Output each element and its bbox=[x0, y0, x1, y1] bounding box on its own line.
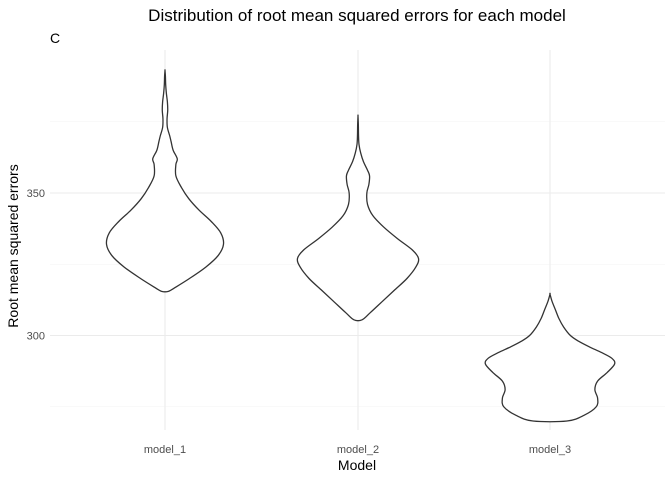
x-axis-title: Model bbox=[338, 457, 376, 473]
y-tick-label-350: 350 bbox=[27, 188, 45, 200]
y-axis-ticks: 300 350 bbox=[27, 188, 45, 343]
violin-model_3 bbox=[484, 292, 616, 423]
y-tick-label-300: 300 bbox=[27, 331, 45, 343]
y-axis-title: Root mean squared errors bbox=[5, 164, 21, 327]
violin-model_2 bbox=[296, 114, 420, 322]
x-tick-label-model_2: model_2 bbox=[337, 444, 379, 456]
chart-title: Distribution of root mean squared errors… bbox=[148, 6, 566, 25]
x-axis-ticks: model_1 model_2 model_3 bbox=[144, 444, 571, 456]
x-tick-label-model_1: model_1 bbox=[144, 444, 186, 456]
violin-model_1 bbox=[105, 69, 225, 293]
violin-layer bbox=[105, 69, 616, 423]
x-tick-label-model_3: model_3 bbox=[529, 444, 571, 456]
chart-tag: C bbox=[50, 30, 60, 46]
